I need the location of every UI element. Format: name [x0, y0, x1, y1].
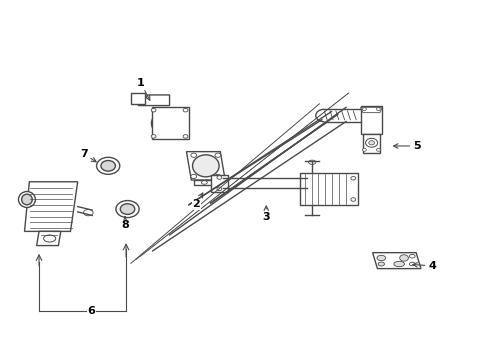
Ellipse shape — [183, 108, 187, 112]
Ellipse shape — [190, 153, 196, 157]
Polygon shape — [186, 152, 224, 180]
Ellipse shape — [362, 108, 366, 111]
Bar — [300, 173, 357, 205]
Ellipse shape — [83, 210, 93, 216]
Ellipse shape — [377, 262, 384, 266]
Ellipse shape — [217, 176, 222, 179]
Text: 6: 6 — [87, 306, 95, 316]
Ellipse shape — [308, 160, 315, 165]
Polygon shape — [24, 182, 78, 231]
Polygon shape — [210, 175, 227, 192]
Ellipse shape — [116, 201, 139, 217]
Ellipse shape — [368, 141, 374, 145]
Ellipse shape — [151, 135, 156, 138]
Polygon shape — [362, 134, 379, 153]
Ellipse shape — [151, 110, 187, 136]
Ellipse shape — [393, 261, 404, 267]
Ellipse shape — [43, 235, 56, 242]
Ellipse shape — [101, 161, 115, 171]
Ellipse shape — [201, 181, 207, 184]
Ellipse shape — [376, 148, 380, 151]
Text: 7: 7 — [80, 149, 96, 162]
Text: 5: 5 — [393, 141, 420, 151]
Ellipse shape — [376, 108, 380, 111]
Ellipse shape — [365, 138, 377, 147]
Ellipse shape — [183, 135, 187, 138]
Text: 8: 8 — [121, 217, 129, 230]
Ellipse shape — [96, 157, 120, 174]
Text: 1: 1 — [137, 77, 149, 100]
Polygon shape — [193, 180, 215, 185]
Ellipse shape — [408, 262, 414, 266]
Text: 2: 2 — [192, 193, 203, 209]
Ellipse shape — [350, 176, 355, 180]
Ellipse shape — [408, 255, 414, 258]
Polygon shape — [131, 93, 145, 104]
Polygon shape — [360, 105, 382, 134]
Ellipse shape — [159, 116, 180, 131]
Text: 4: 4 — [412, 261, 435, 271]
Ellipse shape — [217, 187, 222, 191]
Ellipse shape — [362, 148, 366, 151]
Polygon shape — [138, 95, 169, 105]
Ellipse shape — [190, 174, 196, 179]
Ellipse shape — [399, 255, 407, 261]
Polygon shape — [151, 107, 188, 139]
Ellipse shape — [376, 255, 385, 261]
Ellipse shape — [19, 192, 35, 207]
Ellipse shape — [215, 153, 221, 157]
Ellipse shape — [192, 155, 219, 177]
Ellipse shape — [350, 198, 355, 201]
Ellipse shape — [151, 108, 156, 112]
Polygon shape — [37, 231, 61, 246]
Polygon shape — [360, 107, 382, 113]
Ellipse shape — [120, 204, 135, 215]
Ellipse shape — [21, 194, 32, 205]
Ellipse shape — [215, 174, 221, 179]
Polygon shape — [372, 253, 420, 269]
Text: 3: 3 — [262, 206, 269, 222]
